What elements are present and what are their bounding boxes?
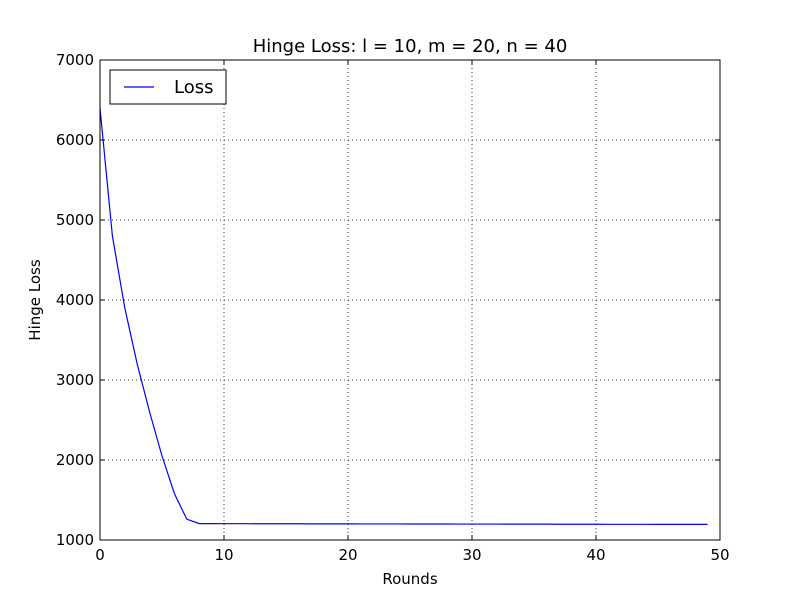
y-tick-label: 6000 xyxy=(56,131,94,149)
y-tick-label: 2000 xyxy=(56,451,94,469)
grid xyxy=(100,60,720,540)
y-tick-label: 3000 xyxy=(56,371,94,389)
series-line-loss xyxy=(99,107,708,526)
legend-label-loss: Loss xyxy=(174,77,213,98)
x-tick-label: 0 xyxy=(95,546,105,564)
x-tick-label: 20 xyxy=(338,546,357,564)
x-tick-label: 30 xyxy=(462,546,481,564)
y-tick-label: 7000 xyxy=(56,51,94,69)
x-axis-label: Rounds xyxy=(382,570,437,588)
legend: Loss xyxy=(109,69,227,105)
y-tick-label: 1000 xyxy=(56,531,94,549)
x-tick-label: 10 xyxy=(214,546,233,564)
x-tick-label: 50 xyxy=(710,546,729,564)
series-layer xyxy=(99,107,708,526)
y-axis-label: Hinge Loss xyxy=(26,259,44,341)
y-tick-label: 4000 xyxy=(56,291,94,309)
x-tick-label: 40 xyxy=(586,546,605,564)
axis-ticks: 0 10 20 30 40 50 1000 2000 3000 4000 5000 6000 7000 xyxy=(56,51,730,564)
chart-title: Hinge Loss: l = 10, m = 20, n = 40 xyxy=(253,36,568,57)
y-tick-label: 5000 xyxy=(56,211,94,229)
